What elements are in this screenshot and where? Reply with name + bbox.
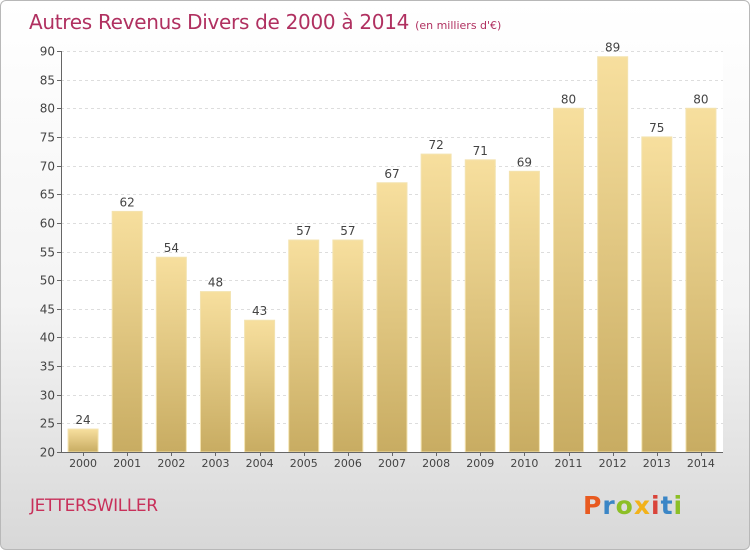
y-tick-label: 60 xyxy=(40,217,55,231)
bar-2000 xyxy=(67,428,99,453)
y-tick-label: 45 xyxy=(40,303,55,317)
y-tick-label: 55 xyxy=(40,246,55,260)
x-tick-label-2009: 2009 xyxy=(466,457,494,470)
x-tick-label-2014: 2014 xyxy=(687,457,715,470)
bars xyxy=(67,56,717,453)
x-tick-label-2010: 2010 xyxy=(510,457,538,470)
y-tick-label: 25 xyxy=(40,417,55,431)
x-tick-label-2006: 2006 xyxy=(334,457,362,470)
data-label-2001: 62 xyxy=(120,195,135,209)
x-tick-label-2011: 2011 xyxy=(555,457,583,470)
data-labels: 24 62 54 48 43 57 57 67 72 71 69 80 89 75 80 xyxy=(75,41,708,427)
data-label-2003: 48 xyxy=(208,276,223,290)
y-tick-label: 20 xyxy=(40,446,55,460)
bar-2010 xyxy=(508,170,540,453)
bar-2002 xyxy=(155,256,187,453)
bar-2001 xyxy=(111,210,143,453)
y-tick-label: 50 xyxy=(40,274,55,288)
y-tick-label: 75 xyxy=(40,131,55,145)
bar-2009 xyxy=(464,159,496,453)
data-label-2004: 43 xyxy=(252,304,267,318)
y-tick-label: 40 xyxy=(40,331,55,345)
bar-2013 xyxy=(641,136,673,453)
bar-2004 xyxy=(244,319,276,453)
bar-2006 xyxy=(332,239,364,453)
data-label-2012: 89 xyxy=(605,41,620,55)
bar-2011 xyxy=(553,107,585,453)
x-tick-label-2000: 2000 xyxy=(69,457,97,470)
proxiti-logo: Proxiti xyxy=(583,491,684,520)
x-tick-label-2005: 2005 xyxy=(290,457,318,470)
data-label-2008: 72 xyxy=(428,138,443,152)
chart-title: Autres Revenus Divers de 2000 à 2014 (en … xyxy=(29,10,501,34)
x-tick-label-2001: 2001 xyxy=(113,457,141,470)
data-label-2014: 80 xyxy=(693,92,708,106)
x-tick-label-2002: 2002 xyxy=(157,457,185,470)
y-tick-label: 65 xyxy=(40,188,55,202)
data-label-2010: 69 xyxy=(517,155,532,169)
y-tick-label: 90 xyxy=(40,45,55,59)
data-label-2011: 80 xyxy=(561,92,576,106)
x-axis: 2000 2001 2002 2003 2004 2005 2006 2007 2008 2009… xyxy=(61,452,723,470)
chart-subtitle: (en milliers d'€) xyxy=(415,19,502,32)
y-tick-label: 70 xyxy=(40,160,55,174)
bar-2008 xyxy=(420,153,452,453)
data-label-2005: 57 xyxy=(296,224,311,238)
bar-2005 xyxy=(288,239,320,453)
data-label-2013: 75 xyxy=(649,121,664,135)
y-tick-label: 80 xyxy=(40,102,55,116)
data-label-2000: 24 xyxy=(75,413,90,427)
x-tick-label-2013: 2013 xyxy=(643,457,671,470)
data-label-2007: 67 xyxy=(384,167,399,181)
bar-2007 xyxy=(376,182,408,453)
bar-2014 xyxy=(685,107,717,453)
x-tick-label-2003: 2003 xyxy=(201,457,229,470)
x-tick-label-2008: 2008 xyxy=(422,457,450,470)
data-label-2009: 71 xyxy=(473,144,488,158)
y-tick-label: 85 xyxy=(40,74,55,88)
bar-2012 xyxy=(597,56,629,453)
x-tick-label-2004: 2004 xyxy=(246,457,274,470)
data-label-2006: 57 xyxy=(340,224,355,238)
x-tick-label-2007: 2007 xyxy=(378,457,406,470)
place-name: JETTERSWILLER xyxy=(30,496,158,516)
y-tick-label: 35 xyxy=(40,360,55,374)
y-axis: 20 25 30 35 40 45 50 55 60 65 70 75 80 85 90 xyxy=(40,45,62,460)
data-label-2002: 54 xyxy=(164,241,179,255)
bar-2003 xyxy=(199,291,231,453)
chart-title-text: Autres Revenus Divers de 2000 à 2014 xyxy=(29,10,410,34)
x-tick-label-2012: 2012 xyxy=(599,457,627,470)
y-tick-label: 30 xyxy=(40,389,55,403)
